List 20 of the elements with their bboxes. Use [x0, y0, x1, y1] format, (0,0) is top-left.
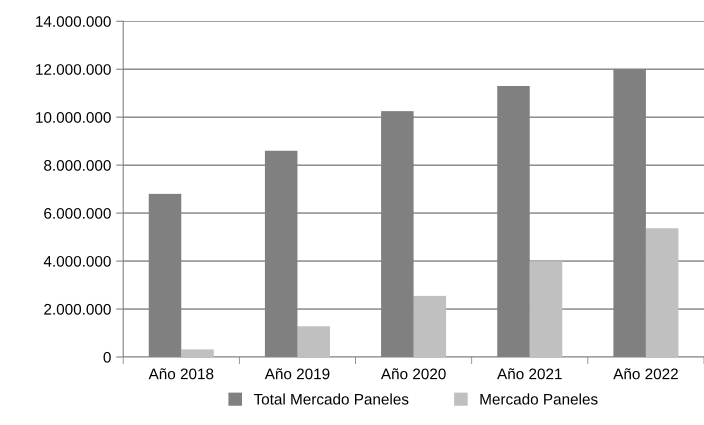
y-tick-label: 4.000.000 [44, 256, 111, 267]
y-tick-label: 6.000.000 [44, 208, 111, 219]
legend-label: Mercado Paneles [480, 393, 598, 405]
y-tick-label: 2.000.000 [44, 304, 111, 315]
bar [646, 228, 678, 357]
x-tick-label: Año 2022 [613, 368, 678, 380]
x-tick-label: Año 2018 [148, 368, 214, 380]
y-tick-label: 0 [103, 352, 111, 363]
y-tick-label: 8.000.000 [44, 160, 111, 171]
x-tick-label: Año 2020 [380, 368, 446, 380]
y-tick-label: 10.000.000 [36, 112, 111, 123]
bar [530, 261, 562, 357]
x-tick-label: Año 2021 [497, 368, 562, 380]
x-tick-label: Año 2019 [264, 368, 330, 380]
legend-label: Total Mercado Paneles [254, 393, 408, 405]
bar [181, 349, 214, 357]
bar [297, 326, 330, 357]
y-tick-label: 14.000.000 [36, 16, 111, 27]
bar [414, 296, 446, 357]
y-tick-label: 12.000.000 [36, 64, 111, 75]
